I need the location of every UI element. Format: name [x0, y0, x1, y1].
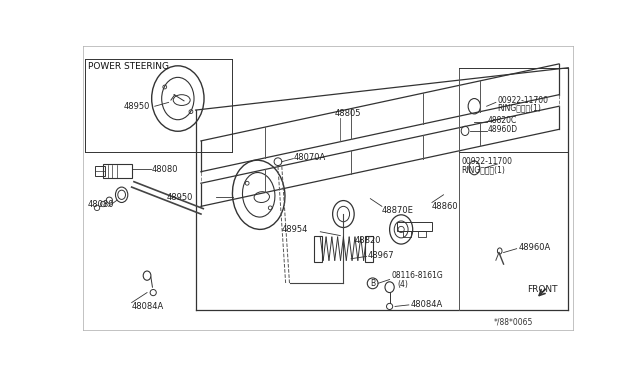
Text: 48084A: 48084A [410, 299, 443, 309]
Bar [403, 231, 411, 237]
Text: 00922-11700: 00922-11700 [497, 96, 548, 105]
Text: RINGリング(1): RINGリング(1) [461, 166, 505, 174]
Bar [365, 235, 372, 262]
Bar [95, 166, 105, 176]
Text: 48950: 48950 [124, 102, 150, 111]
Text: 48960D: 48960D [488, 125, 518, 134]
Text: 48070A: 48070A [294, 153, 326, 162]
Text: 48967: 48967 [368, 251, 395, 260]
Text: FRONT: FRONT [527, 285, 557, 294]
Bar [418, 231, 426, 237]
Text: POWER STEERING: POWER STEERING [88, 62, 169, 71]
Text: 48960A: 48960A [518, 243, 550, 251]
Text: 08116-8161G: 08116-8161G [391, 271, 443, 280]
Text: (4): (4) [397, 280, 408, 289]
Text: 48950: 48950 [166, 193, 193, 202]
Text: */88*0065: */88*0065 [493, 317, 533, 326]
Text: 48954: 48954 [282, 225, 308, 234]
Text: 00922-11700: 00922-11700 [461, 157, 512, 166]
Text: 48080: 48080 [152, 165, 178, 174]
Text: 48820C: 48820C [488, 116, 516, 125]
Text: 48805: 48805 [334, 109, 361, 118]
Bar [103, 164, 132, 178]
Text: 48080: 48080 [88, 200, 115, 209]
Text: 48860: 48860 [432, 202, 459, 211]
Text: 48084A: 48084A [132, 302, 164, 311]
Bar [314, 235, 322, 262]
Bar [397, 222, 432, 231]
Text: 48870E: 48870E [382, 206, 414, 215]
Text: B: B [370, 279, 375, 288]
Text: RINGリング(1): RINGリング(1) [497, 103, 541, 112]
Text: 48820: 48820 [355, 237, 381, 246]
